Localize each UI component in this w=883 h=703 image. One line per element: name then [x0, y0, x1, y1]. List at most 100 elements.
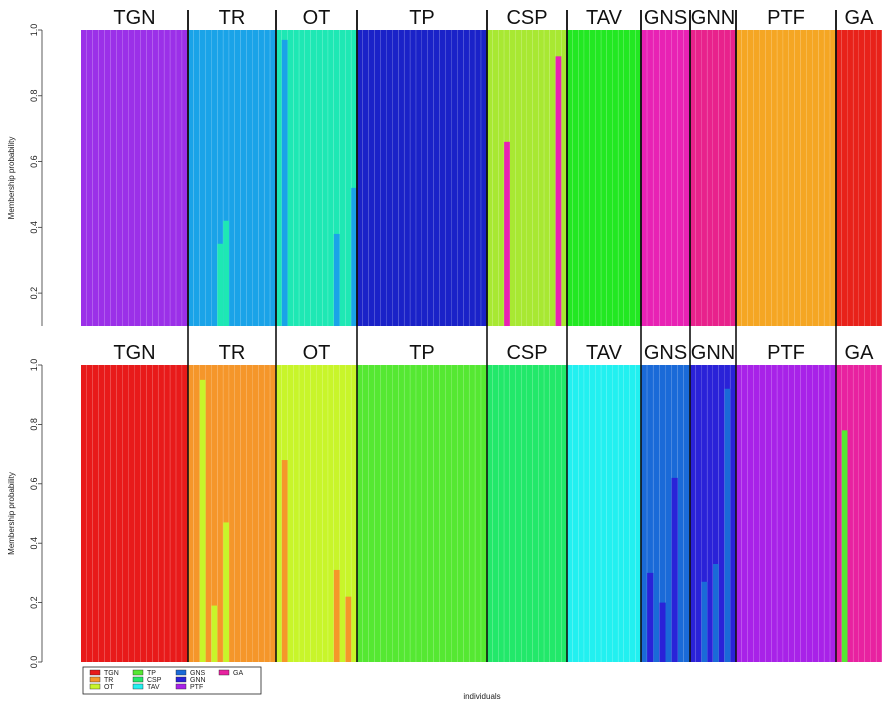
- membership-bar: [561, 30, 567, 326]
- membership-bar: [870, 30, 877, 326]
- membership-bar: [601, 30, 607, 326]
- group-label: TR: [219, 7, 246, 29]
- group-label: OT: [303, 342, 331, 364]
- legend-swatch: [175, 683, 187, 690]
- membership-bar: [618, 365, 624, 662]
- membership-bar: [800, 365, 807, 662]
- membership-bar: [759, 365, 766, 662]
- legend-label: TGN: [104, 670, 119, 677]
- membership-bar: [567, 30, 573, 326]
- membership-bar: [410, 365, 417, 662]
- membership-bar: [182, 365, 188, 662]
- membership-bar: [205, 365, 212, 662]
- membership-bar: [836, 365, 842, 662]
- membership-bar: [134, 365, 141, 662]
- admixture-segment: [724, 388, 731, 662]
- membership-bar: [368, 30, 375, 326]
- membership-bar: [463, 365, 470, 662]
- membership-bar: [229, 365, 235, 662]
- legend-label: OT: [104, 684, 114, 691]
- membership-bar: [876, 365, 882, 662]
- membership-bar: [578, 365, 585, 662]
- membership-bar: [351, 30, 357, 326]
- membership-bar: [647, 365, 654, 662]
- membership-bar: [765, 30, 772, 326]
- membership-bar: [211, 365, 218, 662]
- membership-bar: [836, 30, 842, 326]
- membership-bar: [217, 30, 224, 326]
- membership-bar: [870, 365, 877, 662]
- membership-bar: [304, 30, 311, 326]
- membership-bar: [859, 365, 865, 662]
- membership-bar: [853, 30, 859, 326]
- group-label: TP: [409, 342, 435, 364]
- membership-bar: [322, 365, 329, 662]
- x-axis-label: individuals: [463, 692, 500, 701]
- membership-bar: [498, 365, 505, 662]
- membership-bar: [818, 365, 825, 662]
- membership-bar: [240, 30, 247, 326]
- membership-bar: [481, 365, 487, 662]
- membership-bar: [170, 30, 177, 326]
- membership-bar: [223, 365, 230, 662]
- group-label: GA: [845, 342, 875, 364]
- membership-bar: [707, 30, 713, 326]
- membership-bar: [771, 30, 778, 326]
- group-label: TR: [219, 342, 246, 364]
- membership-bar: [128, 30, 135, 326]
- membership-bar: [572, 365, 579, 662]
- membership-bar: [404, 30, 411, 326]
- membership-bar: [98, 30, 105, 326]
- group-label: GNN: [691, 342, 735, 364]
- membership-bar: [439, 365, 446, 662]
- membership-bar: [199, 30, 206, 326]
- membership-bar: [515, 30, 522, 326]
- membership-bar: [487, 30, 493, 326]
- membership-bar: [322, 30, 329, 326]
- membership-bar: [386, 365, 393, 662]
- group-label: CSP: [506, 342, 547, 364]
- membership-bar: [812, 365, 819, 662]
- membership-bar: [527, 365, 533, 662]
- y-axis-label: Membership probability: [7, 137, 16, 220]
- legend-label: CSP: [147, 677, 162, 684]
- group-label: PTF: [767, 7, 805, 29]
- legend-label: TAV: [147, 684, 160, 691]
- membership-bar: [339, 365, 346, 662]
- membership-bar: [357, 365, 363, 662]
- membership-bar: [299, 365, 305, 662]
- membership-bar: [104, 365, 111, 662]
- membership-bar: [741, 365, 748, 662]
- membership-bar: [304, 365, 311, 662]
- membership-bar: [182, 30, 188, 326]
- membership-bar: [623, 365, 630, 662]
- membership-bar: [86, 30, 93, 326]
- legend-label: GNS: [190, 670, 206, 677]
- membership-bar: [410, 30, 417, 326]
- membership-bar: [234, 365, 241, 662]
- membership-bar: [188, 365, 194, 662]
- membership-bar: [589, 30, 596, 326]
- membership-bar: [653, 30, 660, 326]
- membership-bar: [690, 365, 696, 662]
- membership-bar: [765, 365, 772, 662]
- membership-bar: [653, 365, 660, 662]
- membership-bar: [718, 30, 725, 326]
- membership-bar: [629, 365, 636, 662]
- membership-bar: [730, 365, 736, 662]
- membership-bar: [701, 365, 708, 662]
- membership-bar: [567, 365, 573, 662]
- membership-bar: [788, 30, 795, 326]
- group-label: PTF: [767, 342, 805, 364]
- group-label: TGN: [113, 342, 155, 364]
- membership-bar: [783, 365, 789, 662]
- membership-bar: [618, 30, 624, 326]
- membership-bar: [641, 30, 648, 326]
- admixture-segment: [223, 522, 230, 662]
- membership-bar: [252, 30, 259, 326]
- membership-bar: [777, 365, 784, 662]
- membership-bar: [683, 365, 690, 662]
- membership-bar: [164, 365, 171, 662]
- membership-bar: [217, 365, 224, 662]
